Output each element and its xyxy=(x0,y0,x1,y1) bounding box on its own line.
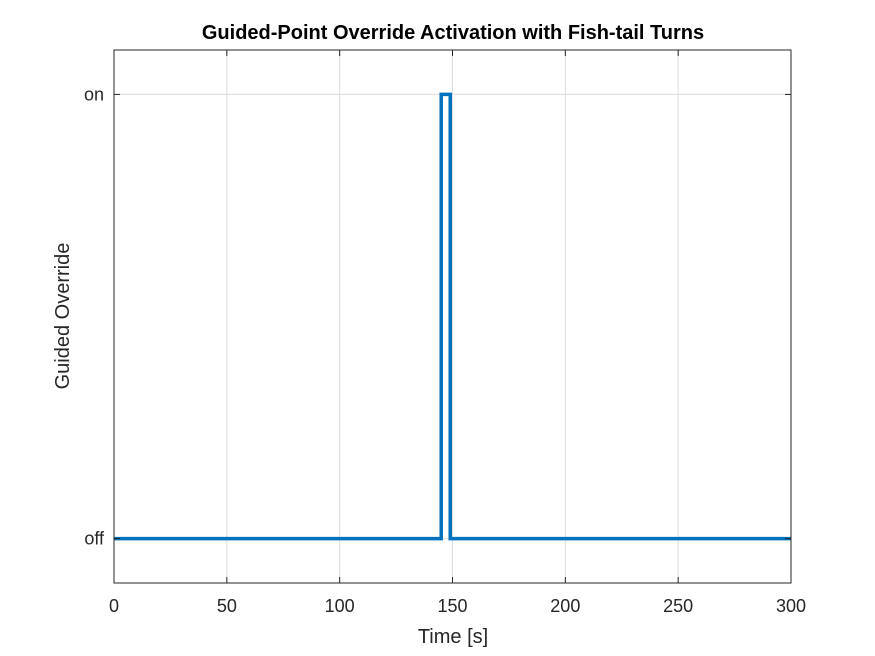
x-tick-label: 250 xyxy=(663,596,693,616)
data-series xyxy=(114,92,791,541)
x-tick-label: 150 xyxy=(437,596,467,616)
y-tick-label: off xyxy=(84,529,105,549)
series-line xyxy=(114,92,791,541)
y-tick-label: on xyxy=(84,84,104,104)
y-axis-label: Guided Override xyxy=(52,243,74,390)
x-tick-label: 50 xyxy=(217,596,237,616)
x-tick-label: 200 xyxy=(550,596,580,616)
x-axis-label: Time [s] xyxy=(418,626,488,648)
x-tick-label: 0 xyxy=(109,596,119,616)
x-tick-label: 300 xyxy=(776,596,806,616)
axis-ticks: 0 50 100 150 200 250 300 off on xyxy=(84,50,806,616)
chart-title: Guided-Point Override Activation with Fi… xyxy=(202,22,704,44)
x-tick-label: 100 xyxy=(325,596,355,616)
